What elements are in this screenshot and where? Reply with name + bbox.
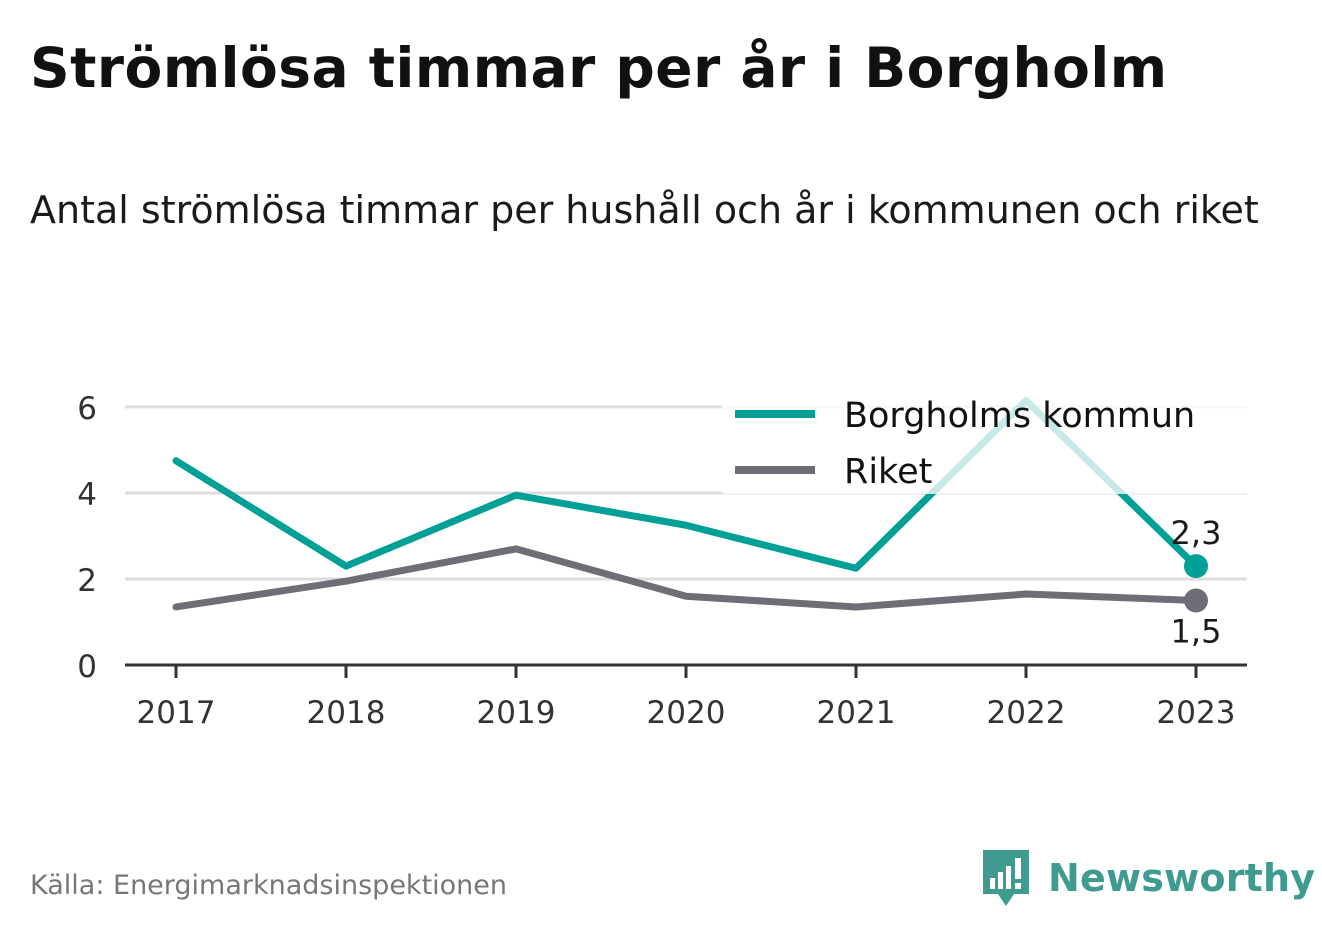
legend: Borgholms kommun Riket [722,382,1250,494]
y-tick-label: 4 [77,477,97,513]
x-tick-label: 2023 [1157,695,1236,731]
end-value-label-borgholm: 2,3 [1171,514,1222,552]
axes: 0 2 4 6 2017 2018 2019 2020 2021 2022 2023 [77,391,1247,731]
newsworthy-logo: Newsworthy [980,846,1315,910]
legend-background [722,382,1250,494]
newsworthy-logo-icon [983,850,1029,906]
end-value-label-riket: 1,5 [1171,613,1222,651]
chart-title: Strömlösa timmar per år i Borgholm [30,36,1168,100]
x-tick-label: 2019 [477,695,556,731]
chart-subtitle: Antal strömlösa timmar per hushåll och å… [30,188,1259,232]
legend-label-riket: Riket [844,452,932,492]
y-tick-label: 2 [77,563,97,599]
y-tick-label: 0 [77,649,97,685]
end-markers: 2,3 1,5 [1171,514,1222,650]
x-tick-label: 2022 [987,695,1066,731]
end-marker-borgholm [1184,554,1208,579]
x-tick-label: 2021 [817,695,896,731]
newsworthy-brand-name: Newsworthy [1048,856,1316,900]
line-chart: Borgholms kommun Riket 0 2 4 6 2017 2018 2019 2… [77,382,1250,731]
x-tick-label: 2018 [307,695,386,731]
x-tick-label: 2017 [137,695,216,731]
y-tick-label: 6 [77,391,97,427]
end-marker-riket [1184,588,1208,613]
source-note: Källa: Energimarknadsinspektionen [30,870,508,901]
x-tick-label: 2020 [647,695,726,731]
legend-label-borgholm: Borgholms kommun [844,396,1195,436]
series-line-riket [172,545,1200,611]
